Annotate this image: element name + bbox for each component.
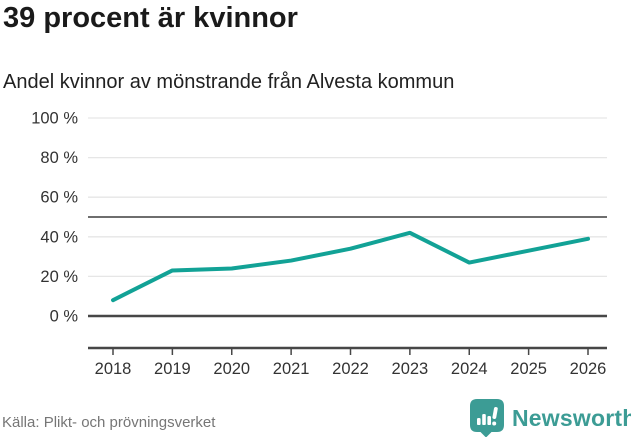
x-tick-label: 2019 [154,360,191,378]
x-tick-label: 2023 [392,360,429,378]
x-tick-label: 2022 [332,360,369,378]
y-tick-label: 20 % [40,268,78,286]
brand-name: Newsworthy [512,405,631,431]
brand-logo: Newsworthy [470,399,631,437]
source-note: Källa: Plikt- och prövningsverket [2,414,216,431]
y-tick-label: 40 % [40,228,78,246]
x-tick-label: 2018 [95,360,132,378]
x-tick-label: 2024 [451,360,488,378]
y-tick-label: 100 % [31,110,78,128]
chart-subtitle: Andel kvinnor av mönstrande från Alvesta… [3,71,455,93]
data-line [111,230,590,303]
x-tick-label: 2020 [213,360,250,378]
y-tick-label: 60 % [40,189,78,207]
page-title: 39 procent är kvinnor [3,2,298,34]
x-tick-label: 2026 [570,360,607,378]
x-tick-label: 2021 [273,360,310,378]
y-tick-label: 0 % [50,308,79,326]
y-tick-label: 80 % [40,149,78,167]
x-tick-label: 2025 [510,360,547,378]
bar-chart-badge-icon [470,399,504,437]
